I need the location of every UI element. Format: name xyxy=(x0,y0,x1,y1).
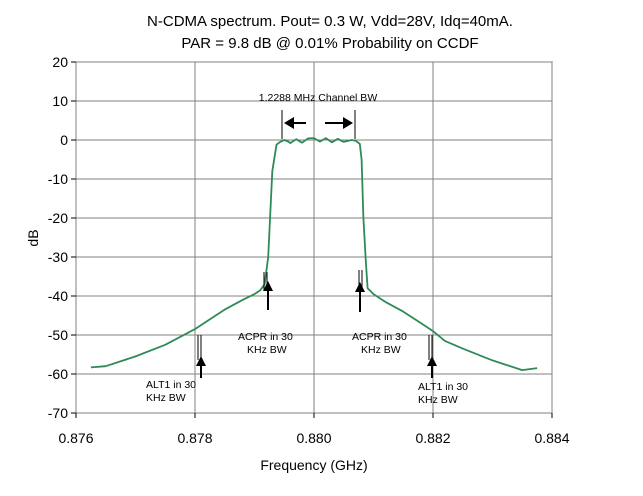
y-tick-label: -10 xyxy=(48,171,68,187)
chart-title: N-CDMA spectrum. Pout= 0.3 W, Vdd=28V, I… xyxy=(147,13,513,30)
annotations: 1.2288 MHz Channel BW ACPR in 30 KHz BW … xyxy=(146,92,468,406)
y-tick-label: -50 xyxy=(48,327,68,343)
arrow-up-icon xyxy=(263,281,273,291)
arrow-right-icon xyxy=(343,117,353,129)
alt1-left-label-line1: ALT1 in 30 xyxy=(146,379,196,391)
channel-bw-label: 1.2288 MHz Channel BW xyxy=(259,92,378,104)
y-axis-ticks: 20 10 0 -10 -20 -30 -40 -50 -60 -70 xyxy=(48,54,76,421)
y-tick-label: -30 xyxy=(48,249,68,265)
x-tick-label: 0.880 xyxy=(296,430,331,446)
alt1-left-label-line2: KHz BW xyxy=(146,392,186,404)
y-tick-label: -70 xyxy=(48,405,68,421)
arrow-up-icon xyxy=(355,282,365,292)
x-axis-ticks: 0.876 0.878 0.880 0.882 0.884 xyxy=(58,413,570,446)
x-tick-label: 0.884 xyxy=(534,430,569,446)
alt1-right-label-line1: ALT1 in 30 xyxy=(418,381,468,393)
x-axis-label: Frequency (GHz) xyxy=(260,457,367,473)
spectrum-series-line xyxy=(90,137,538,371)
alt1-right-label-line2: KHz BW xyxy=(418,394,458,406)
acpr-left-label-line1: ACPR in 30 xyxy=(238,331,293,343)
x-tick-label: 0.876 xyxy=(58,430,93,446)
arrow-left-icon xyxy=(284,117,294,129)
y-tick-label: -20 xyxy=(48,210,68,226)
arrow-up-icon xyxy=(427,356,437,366)
x-tick-label: 0.882 xyxy=(415,430,450,446)
acpr-right-label-line1: ACPR in 30 xyxy=(352,331,407,343)
acpr-right-label-line2: KHz BW xyxy=(361,344,401,356)
x-tick-label: 0.878 xyxy=(177,430,212,446)
y-tick-label: -40 xyxy=(48,288,68,304)
arrow-up-icon xyxy=(196,356,206,366)
chart-subtitle: PAR = 9.8 dB @ 0.01% Probability on CCDF xyxy=(181,35,478,52)
acpr-left-label-line2: KHz BW xyxy=(247,344,287,356)
y-axis-label: dB xyxy=(25,229,41,246)
y-tick-label: 0 xyxy=(60,132,68,148)
y-tick-label: 20 xyxy=(52,54,68,70)
y-tick-label: 10 xyxy=(52,93,68,109)
y-tick-label: -60 xyxy=(48,366,68,382)
